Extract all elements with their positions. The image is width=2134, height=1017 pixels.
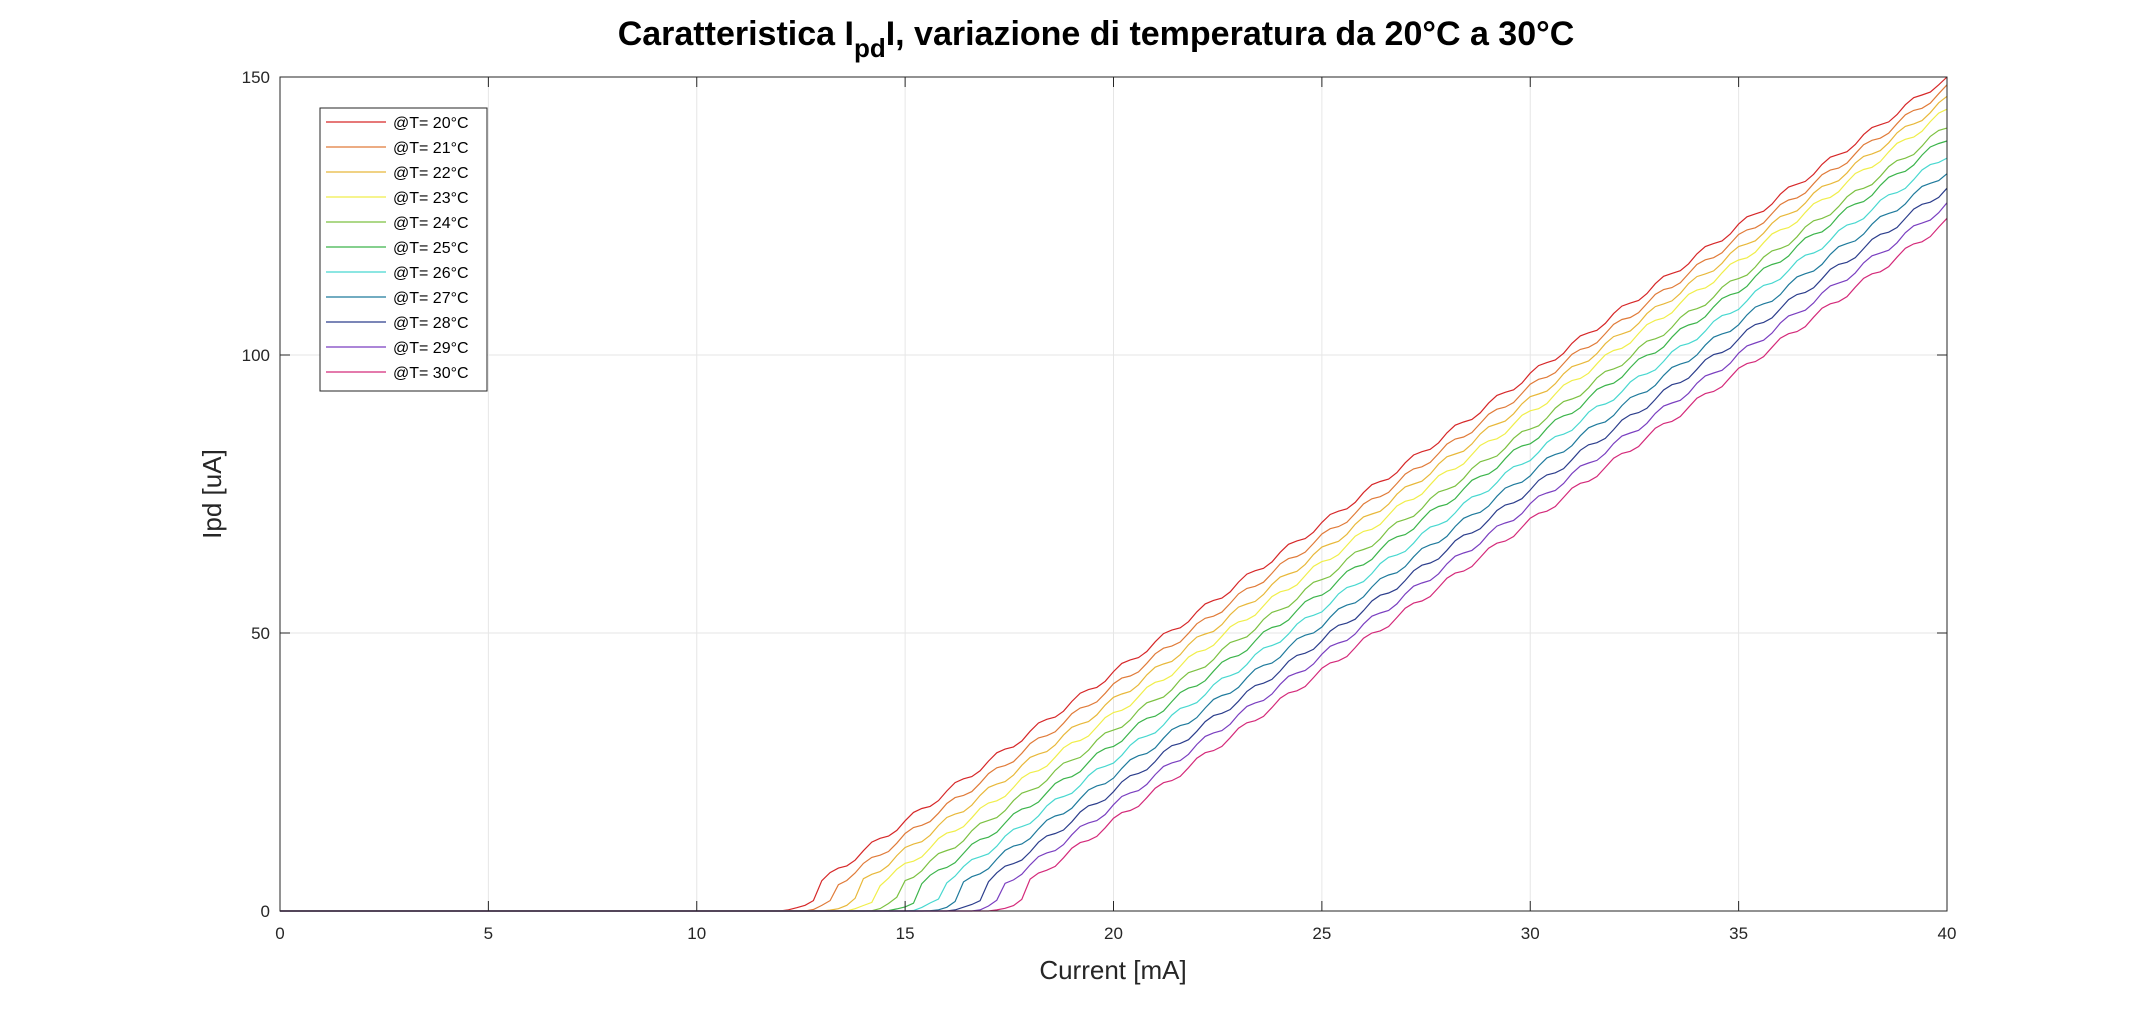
title-suffix: I, variazione di temperatura da 20°C a 3…: [886, 15, 1575, 53]
legend-label: @T= 24°C: [393, 215, 469, 232]
title-subscript: pd: [854, 33, 886, 63]
x-tick-label: 20: [1104, 924, 1123, 943]
legend-label: @T= 20°C: [393, 115, 469, 132]
legend-label: @T= 22°C: [393, 165, 469, 182]
y-tick-label: 150: [242, 68, 270, 87]
chart-title: Caratteristica IpdI, variazione di tempe…: [618, 15, 1575, 63]
y-tick-label: 0: [261, 902, 270, 921]
legend-label: @T= 25°C: [393, 240, 469, 257]
legend-label: @T= 21°C: [393, 140, 469, 157]
legend-label: @T= 26°C: [393, 265, 469, 282]
legend-label: @T= 27°C: [393, 290, 469, 307]
title-prefix: Caratteristica I: [618, 15, 854, 53]
legend-label: @T= 29°C: [393, 340, 469, 357]
x-tick-label: 0: [275, 924, 284, 943]
x-tick-label: 15: [896, 924, 915, 943]
y-axis-label: Ipd [uA]: [197, 449, 227, 539]
y-tick-label: 50: [251, 624, 270, 643]
x-tick-label: 30: [1521, 924, 1540, 943]
ticks: 0 5 10 15 20 25 30 35 40 0 50 100 150: [242, 68, 1957, 943]
x-tick-label: 5: [484, 924, 493, 943]
x-tick-label: 40: [1938, 924, 1957, 943]
x-axis-label: Current [mA]: [1039, 955, 1186, 985]
x-tick-label: 35: [1729, 924, 1748, 943]
y-tick-label: 100: [242, 346, 270, 365]
legend-label: @T= 30°C: [393, 365, 469, 382]
legend-box: [319, 107, 488, 392]
legend-label: @T= 28°C: [393, 315, 469, 332]
legend-label: @T= 23°C: [393, 190, 469, 207]
legend: @T= 20°C @T= 21°C @T= 22°C @T= 23°C @T= 24°C…: [319, 107, 488, 392]
x-tick-label: 25: [1312, 924, 1331, 943]
x-tick-label: 10: [687, 924, 706, 943]
